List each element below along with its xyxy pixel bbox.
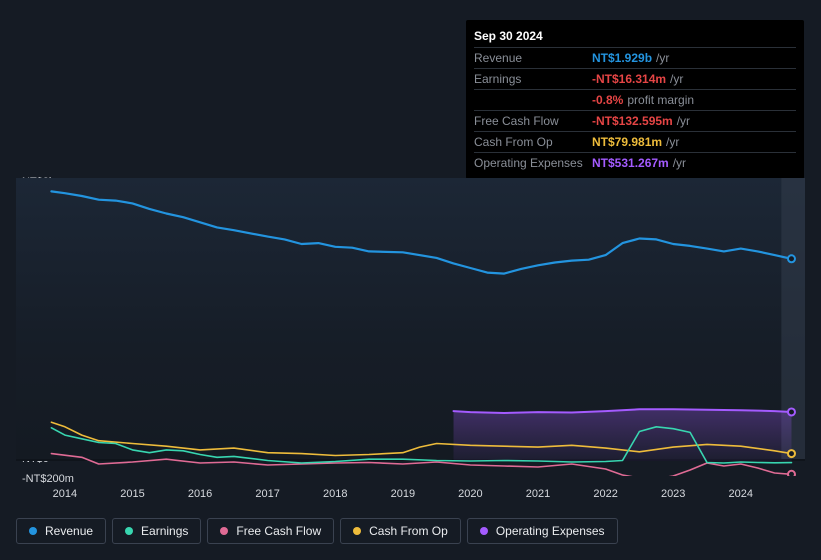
- tooltip-row: Free Cash Flow-NT$132.595m/yr: [474, 110, 796, 131]
- tooltip-row: RevenueNT$1.929b/yr: [474, 47, 796, 68]
- xaxis-tick-label: 2022: [593, 488, 617, 500]
- tooltip-row-value: -NT$132.595m/yr: [592, 113, 690, 129]
- legend-swatch: [480, 527, 488, 535]
- legend-item[interactable]: Revenue: [16, 518, 106, 544]
- tooltip-row-label: Revenue: [474, 50, 592, 66]
- xaxis-tick-label: 2019: [391, 488, 415, 500]
- xaxis-tick-label: 2024: [729, 488, 753, 500]
- tooltip-row-label: Cash From Op: [474, 134, 592, 150]
- legend-label: Operating Expenses: [496, 524, 605, 538]
- legend-swatch: [220, 527, 228, 535]
- legend-label: Free Cash Flow: [236, 524, 321, 538]
- legend-item[interactable]: Operating Expenses: [467, 518, 618, 544]
- xaxis-tick-label: 2021: [526, 488, 550, 500]
- legend-swatch: [125, 527, 133, 535]
- xaxis-tick-label: 2020: [458, 488, 482, 500]
- tooltip-row-value: -NT$16.314m/yr: [592, 71, 683, 87]
- chart-legend: Revenue Earnings Free Cash Flow Cash From O…: [16, 518, 618, 544]
- legend-item[interactable]: Earnings: [112, 518, 201, 544]
- tooltip-row-value: -0.8%profit margin: [592, 92, 694, 108]
- xaxis-tick-label: 2017: [255, 488, 279, 500]
- legend-label: Cash From Op: [369, 524, 448, 538]
- financial-chart-root: { "tooltip": { "title": "Sep 30 2024", "…: [0, 0, 821, 560]
- tooltip-row-value: NT$79.981m/yr: [592, 134, 679, 150]
- line-chart[interactable]: [16, 160, 805, 476]
- xaxis-tick-label: 2023: [661, 488, 685, 500]
- xaxis-tick-label: 2014: [53, 488, 77, 500]
- tooltip-row-label: Earnings: [474, 71, 592, 87]
- xaxis-tick-label: 2016: [188, 488, 212, 500]
- chart-tooltip: Sep 30 2024 RevenueNT$1.929b/yrEarnings-…: [466, 20, 804, 179]
- tooltip-row-label: [474, 92, 592, 108]
- tooltip-row: Earnings-NT$16.314m/yr: [474, 68, 796, 89]
- tooltip-row: Cash From OpNT$79.981m/yr: [474, 131, 796, 152]
- chart-svg: [16, 160, 805, 476]
- tooltip-date: Sep 30 2024: [474, 26, 796, 47]
- tooltip-row-value: NT$1.929b/yr: [592, 50, 669, 66]
- xaxis-tick-label: 2018: [323, 488, 347, 500]
- tooltip-row: -0.8%profit margin: [474, 89, 796, 110]
- xaxis-tick-label: 2015: [120, 488, 144, 500]
- tooltip-row-label: Free Cash Flow: [474, 113, 592, 129]
- legend-swatch: [353, 527, 361, 535]
- legend-item[interactable]: Cash From Op: [340, 518, 461, 544]
- legend-swatch: [29, 527, 37, 535]
- legend-label: Revenue: [45, 524, 93, 538]
- legend-label: Earnings: [141, 524, 188, 538]
- legend-item[interactable]: Free Cash Flow: [207, 518, 334, 544]
